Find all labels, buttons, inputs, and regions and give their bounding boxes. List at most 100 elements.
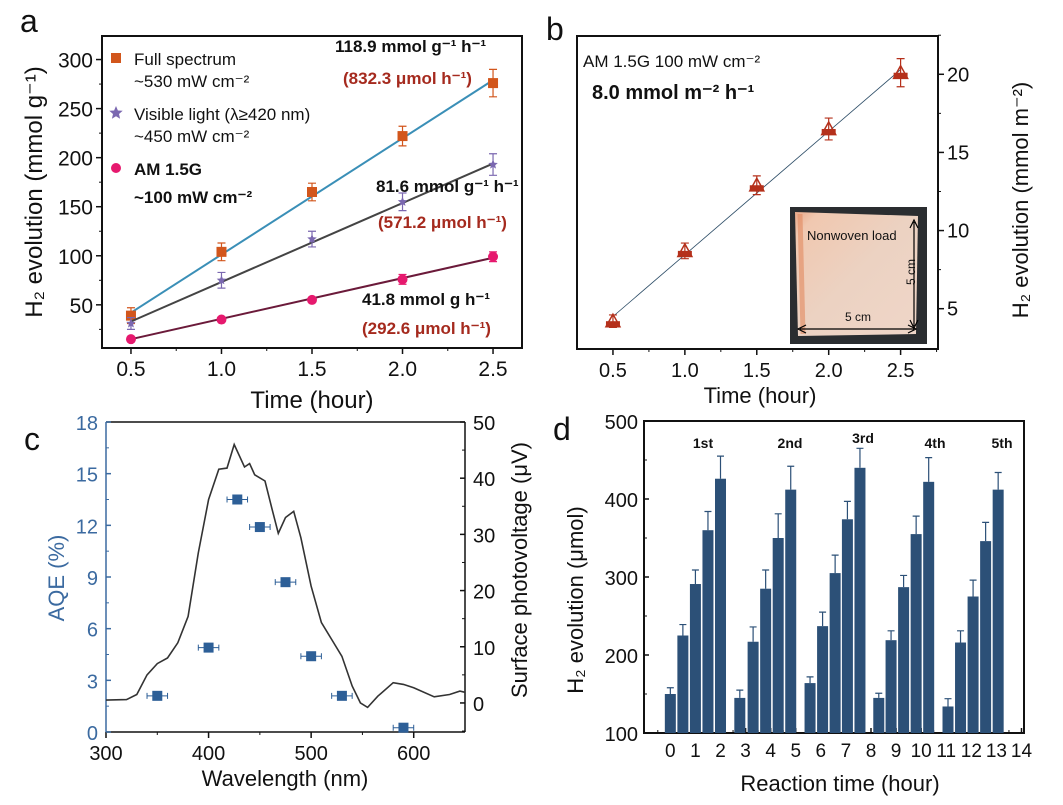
x-tick-label: 2 bbox=[715, 741, 726, 762]
error-bar bbox=[887, 630, 895, 641]
error-bar bbox=[875, 692, 883, 698]
y-tick-label: 12 bbox=[76, 516, 98, 538]
triangle-marker-open bbox=[604, 312, 622, 328]
y-tick-label: 18 bbox=[76, 413, 98, 435]
y2-tick-label: 10 bbox=[473, 638, 495, 660]
bar bbox=[664, 694, 676, 733]
y-tick-label: 0 bbox=[87, 723, 98, 745]
y-tick-label: 500 bbox=[605, 412, 638, 434]
x-tick-label: 0.5 bbox=[599, 360, 627, 382]
bar bbox=[980, 541, 992, 733]
error-bar bbox=[819, 611, 827, 627]
x-axis-title: Wavelength (nm) bbox=[202, 766, 369, 791]
square-marker bbox=[397, 131, 408, 142]
rate-annotation: 8.0 mmol m⁻² h⁻¹ bbox=[592, 82, 755, 104]
circle-marker bbox=[397, 274, 408, 285]
error-bar bbox=[691, 569, 699, 585]
panel-label-c: c bbox=[24, 421, 40, 457]
x-tick-label: 12 bbox=[961, 741, 982, 762]
x-tick-label: 0 bbox=[665, 741, 676, 762]
star-marker bbox=[126, 318, 136, 328]
bar bbox=[841, 519, 853, 733]
y2-tick-label: 20 bbox=[473, 582, 495, 604]
x-tick-label: 1.5 bbox=[743, 360, 771, 382]
bar bbox=[942, 706, 954, 733]
x-tick-label: 7 bbox=[841, 741, 852, 762]
bar bbox=[955, 642, 967, 733]
circle-marker bbox=[216, 314, 227, 325]
aqe-point bbox=[232, 494, 243, 505]
bar bbox=[689, 584, 701, 733]
star-marker bbox=[307, 234, 317, 244]
error-bar bbox=[969, 579, 977, 597]
star-marker bbox=[488, 159, 498, 169]
y2-axis-title: Surface photovoltage (μV) bbox=[507, 442, 532, 698]
error-bar bbox=[774, 513, 782, 538]
y-tick-label: 15 bbox=[76, 465, 98, 487]
x-tick-label: 5 bbox=[790, 741, 801, 762]
legend: Full spectrum ~530 mW cm⁻² Visible light (… bbox=[109, 50, 310, 207]
bar bbox=[910, 534, 922, 733]
star-marker bbox=[216, 275, 227, 285]
panel-d: 0 1 2 3 4 5 6 7 8 9 10 11 12 13 14100200300400500React… bbox=[563, 412, 1032, 796]
error-bar bbox=[679, 623, 687, 636]
rate-annotation: (571.2 μmol h⁻¹) bbox=[378, 213, 507, 232]
square-marker bbox=[307, 187, 317, 197]
x-tick-label: 2.5 bbox=[887, 360, 915, 382]
aqe-point bbox=[254, 522, 265, 533]
x-tick-label: 1.0 bbox=[671, 360, 699, 382]
y-axis-title: H₂ evolution (mmol m⁻²) bbox=[1008, 82, 1033, 319]
error-bar bbox=[900, 574, 908, 588]
error-bar bbox=[843, 500, 851, 520]
x-tick-label: 600 bbox=[397, 743, 430, 765]
cycle-label: 1st bbox=[693, 435, 714, 451]
panel-b: 0.5 1.0 1.5 2.0 2.5 5 10 15 20 Time (hour) H₂ evol… bbox=[576, 34, 1033, 408]
x-tick-label: 10 bbox=[911, 741, 932, 762]
error-bar bbox=[994, 471, 1002, 490]
y-tick-label: 250 bbox=[58, 99, 93, 122]
x-tick-label: 1.0 bbox=[207, 358, 236, 381]
bar bbox=[677, 635, 689, 733]
triangle-marker-open bbox=[748, 176, 766, 192]
error-bar bbox=[831, 554, 839, 574]
panel-label-b: b bbox=[546, 11, 564, 47]
panel-a: 0.5 1.0 1.5 2.0 2.5 50 100 150 200 250 300 Time (ho… bbox=[21, 35, 523, 414]
x-tick-label: 8 bbox=[866, 741, 877, 762]
error-bar bbox=[736, 689, 744, 698]
circle-marker bbox=[307, 294, 317, 305]
y-tick-label: 6 bbox=[87, 620, 98, 642]
square-marker bbox=[216, 246, 227, 257]
bar bbox=[992, 489, 1004, 733]
series-1 bbox=[126, 153, 498, 330]
bar bbox=[734, 697, 746, 733]
bar bbox=[785, 489, 797, 733]
bar bbox=[829, 573, 841, 733]
bar bbox=[715, 478, 727, 733]
aqe-point bbox=[280, 577, 291, 588]
error-bar bbox=[982, 521, 990, 542]
panel-label-d: d bbox=[553, 411, 571, 447]
y-tick-label: 100 bbox=[58, 246, 93, 269]
square-marker bbox=[488, 78, 499, 89]
star-marker bbox=[397, 196, 408, 206]
y-tick-label: 9 bbox=[87, 568, 98, 590]
panel-label-a: a bbox=[20, 3, 38, 39]
triangle-marker-fill bbox=[605, 321, 620, 327]
y-axis-title: H₂ evolution (μmol) bbox=[563, 506, 588, 694]
triangle-marker-fill bbox=[893, 72, 908, 79]
y-axis-title: H₂ evolution (mmol g⁻¹) bbox=[21, 66, 48, 317]
y-tick-label: 15 bbox=[947, 142, 969, 164]
x-tick-label: 1 bbox=[690, 741, 701, 762]
y2-tick-label: 30 bbox=[473, 525, 495, 547]
cycle-label: 2nd bbox=[778, 435, 803, 451]
rate-annotation: (832.3 μmol h⁻¹) bbox=[343, 69, 472, 88]
aqe-point bbox=[203, 642, 214, 653]
rate-annotation: 81.6 mmol g⁻¹ h⁻¹ bbox=[376, 177, 519, 196]
triangle-marker-fill bbox=[821, 128, 836, 135]
spv-curve bbox=[105, 442, 466, 709]
error-bar bbox=[666, 687, 674, 694]
y-axis-title: AQE (%) bbox=[44, 535, 69, 622]
x-axis-title: Time (hour) bbox=[704, 383, 817, 408]
fabric-edge bbox=[797, 213, 806, 335]
